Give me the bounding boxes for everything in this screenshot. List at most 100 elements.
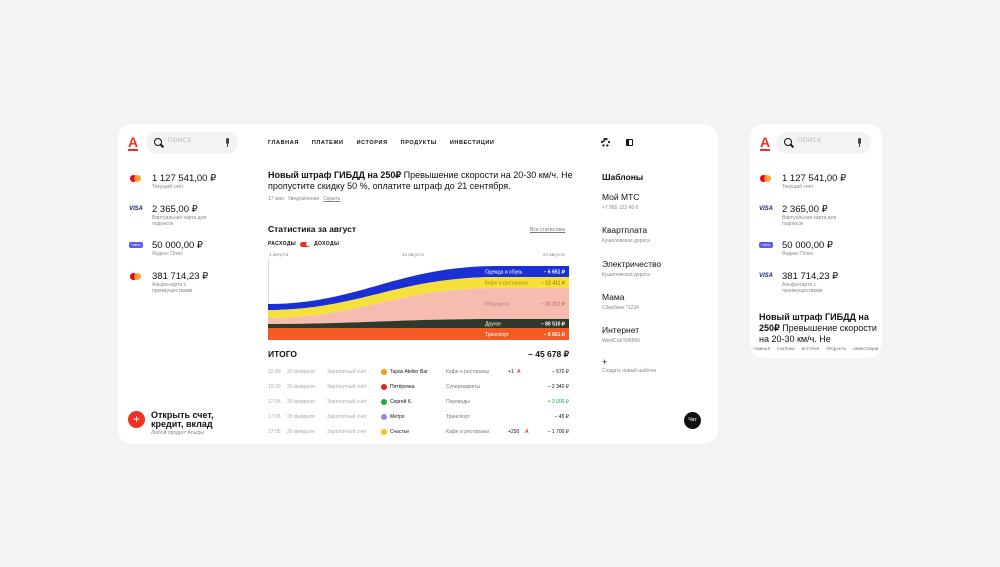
news-headline: Новый штраф ГИБДД на 250₽: [268, 170, 402, 180]
search-input[interactable]: ПОИСК: [798, 138, 822, 144]
transaction-amount: – 570 ₽: [551, 369, 569, 375]
mobile-app-window: А ПОИСК 1 127 541,00 ₽ Текущий счёт VISA…: [750, 124, 882, 358]
alfa-points-icon: А: [525, 429, 529, 435]
nav-investments[interactable]: инвестиции: [853, 347, 879, 351]
chat-button[interactable]: Чат: [684, 412, 701, 429]
transaction-date: 20 февраля: [287, 369, 315, 375]
transaction-merchant: Метро: [390, 414, 405, 420]
series-value: – 80 510 ₽: [541, 322, 566, 328]
sidebar-toggle-icon[interactable]: [626, 139, 633, 146]
news-headline: Новый штраф ГИБДД на 250₽: [759, 312, 869, 333]
transaction-row[interactable]: 17:05 20 февраля Зарплатный счёт Счастье Каф…: [268, 428, 569, 439]
microphone-icon[interactable]: [858, 138, 861, 147]
microphone-icon[interactable]: [226, 138, 229, 147]
news-text: Превышение скорости на 20-30 км/ч. Не: [759, 323, 877, 344]
nav-products[interactable]: ПРОДУКТЫ: [400, 140, 437, 146]
transaction-row[interactable]: 22:40 20 февраля Зарплатный счёт Tapas Atel…: [268, 368, 569, 379]
yandex-plus-icon: ПЛЮС: [129, 242, 143, 248]
news-type: Уведомление: [287, 196, 320, 202]
account-balance: 50 000,00 ₽: [152, 240, 203, 251]
transaction-row[interactable]: 17:05 20 февраля Зарплатный счёт Сергей К. П…: [268, 398, 569, 409]
create-template-button[interactable]: + Создать новый шаблон: [602, 358, 662, 375]
visa-icon: VISA: [759, 206, 774, 212]
transaction-date: 20 февраля: [287, 414, 315, 420]
plus-icon: +: [602, 357, 608, 367]
toggle-switch[interactable]: [300, 241, 311, 247]
template-detail: +7 965 123 45 6: [602, 205, 639, 211]
template-name: Квартплата: [602, 225, 648, 235]
area-series[interactable]: [268, 328, 569, 340]
transaction-time: 17:05: [268, 429, 281, 435]
transaction-category: Транспорт: [446, 414, 471, 420]
transaction-date: 20 февраля: [287, 384, 315, 390]
nav-home[interactable]: главная: [753, 347, 771, 351]
template-item[interactable]: Мой МТС +7 965 123 45 6: [602, 192, 639, 211]
total-label: ИТОГО: [268, 349, 298, 359]
open-product-subtitle: Любой продукт Альфы: [151, 430, 204, 436]
expenses-label[interactable]: РАСХОДЫ: [268, 241, 297, 247]
template-item[interactable]: Интернет WestCall 506566: [602, 325, 640, 344]
template-name: Мой МТС: [602, 192, 640, 202]
mastercard-icon: [129, 174, 143, 183]
nav-products[interactable]: продукты: [826, 347, 847, 351]
all-stats-link[interactable]: Все статистика: [530, 227, 566, 233]
stats-title: Статистика за август: [268, 224, 356, 234]
template-item[interactable]: Квартплата Кушелевская дорога: [602, 225, 650, 244]
income-label[interactable]: ДОХОДЫ: [314, 241, 340, 247]
template-name: Интернет: [602, 325, 640, 335]
transaction-amount: + 3 000 ₽: [547, 399, 569, 405]
yandex-plus-icon: ПЛЮС: [759, 242, 773, 248]
mobile-bottom-nav: главная платежи история продукты инвести…: [750, 347, 882, 358]
area-series[interactable]: [268, 319, 569, 328]
nav-history[interactable]: история: [801, 347, 820, 351]
transaction-row[interactable]: 19:30 20 февраля Зарплатный счёт Пятёрочка С…: [268, 383, 569, 394]
series-label: Медицина: [485, 302, 509, 308]
open-product-title[interactable]: Открыть счет, кредит, вклад: [151, 410, 214, 429]
account-name: Виртуальная карта для подписок: [782, 215, 837, 227]
series-label: Кафе и рестораны: [485, 281, 529, 287]
merchant-icon: [381, 398, 387, 405]
template-item[interactable]: Электричество Кушелевская дорога: [602, 259, 661, 278]
transaction-category: Переводы: [446, 399, 470, 405]
gear-icon[interactable]: [601, 138, 610, 147]
news-notification: Новый штраф ГИБДД на 250₽ Превышение ско…: [759, 312, 879, 345]
area-series[interactable]: [268, 266, 569, 310]
template-detail: Сбербанк *1234: [602, 305, 639, 311]
nav-investments[interactable]: ИНВЕСТИЦИИ: [449, 140, 495, 146]
template-detail: Кушелевская дорога: [602, 272, 650, 278]
search-input[interactable]: ПОИСК: [168, 138, 192, 144]
merchant-icon: [381, 428, 387, 435]
nav-home[interactable]: ГЛАВНАЯ: [268, 140, 299, 146]
transaction-row[interactable]: 17:05 20 февраля Зарплатный счёт Метро Транс…: [268, 413, 569, 424]
area-series[interactable]: [268, 288, 569, 324]
area-series[interactable]: [268, 277, 569, 318]
transaction-account: Зарплатный счёт: [327, 369, 367, 375]
top-nav: ГЛАВНАЯ ПЛАТЕЖИ ИСТОРИЯ ПРОДУКТЫ ИНВЕСТИ…: [268, 140, 494, 146]
transaction-category: Кафе и рестораны: [446, 369, 490, 375]
alfa-logo[interactable]: А: [128, 134, 139, 151]
nav-payments[interactable]: платежи: [777, 347, 795, 351]
open-product-button[interactable]: +: [128, 411, 145, 428]
account-name: Текущий счёт: [152, 184, 184, 190]
alfa-logo[interactable]: А: [760, 134, 771, 151]
spending-area-chart[interactable]: Одежда и обувь – 6 651 ₽ Кафе и рестораны –…: [268, 258, 569, 340]
tick-label: 24 августа: [543, 252, 565, 257]
search-field[interactable]: ПОИСК: [146, 132, 238, 154]
bonus-points: +250: [508, 429, 520, 435]
template-item[interactable]: Мама Сбербанк *1234: [602, 292, 639, 311]
transaction-amount: – 2 340 ₽: [547, 384, 569, 390]
search-field[interactable]: ПОИСК: [776, 132, 871, 154]
account-name: Текущий счёт: [782, 184, 814, 190]
nav-history[interactable]: ИСТОРИЯ: [356, 140, 388, 146]
total-value: – 45 678 ₽: [528, 349, 569, 359]
nav-payments[interactable]: ПЛАТЕЖИ: [311, 140, 344, 146]
account-balance: 381 714,23 ₽: [152, 271, 209, 282]
account-balance: 2 365,00 ₽: [152, 204, 198, 215]
hide-news-link[interactable]: Скрыть: [323, 196, 341, 202]
desktop-app-window: А ПОИСК ГЛАВНАЯ ПЛАТЕЖИ ИСТОРИЯ ПРОДУКТЫ…: [118, 124, 718, 444]
template-name: Мама: [602, 292, 625, 302]
transaction-date: 20 февраля: [287, 429, 315, 435]
transaction-category: Кафе и рестораны: [446, 429, 490, 435]
expense-income-toggle[interactable]: РАСХОДЫ ДОХОДЫ: [268, 241, 339, 247]
bonus-points: +1: [508, 369, 514, 375]
